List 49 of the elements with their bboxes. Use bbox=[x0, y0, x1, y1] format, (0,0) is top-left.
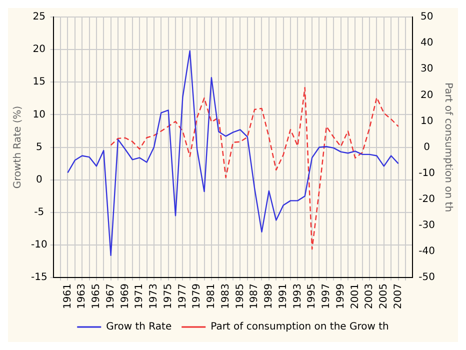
y-axis-title: Growth Rate (%) bbox=[12, 106, 24, 189]
x-tick-label: 1985 bbox=[234, 284, 246, 310]
x-tick-label: 1995 bbox=[306, 284, 318, 310]
y2-tick-label: 10 bbox=[420, 116, 434, 127]
y2-tick-label: -50 bbox=[418, 272, 436, 284]
y-tick-label: -5 bbox=[34, 207, 44, 218]
x-tick-label: 1969 bbox=[120, 284, 131, 310]
y-tick-label: 25 bbox=[32, 12, 46, 23]
x-tick-label: 2003 bbox=[364, 284, 376, 310]
x-tick-label: 2005 bbox=[378, 284, 390, 310]
legend-label: Part of consumption on the Grow th bbox=[210, 322, 389, 333]
y-tick-label: 5 bbox=[36, 142, 42, 153]
y-tick-label: -15 bbox=[30, 272, 48, 284]
x-tick-label: 1999 bbox=[335, 284, 346, 310]
x-tick-label: 1961 bbox=[62, 284, 74, 310]
y-tick-label: 10 bbox=[32, 109, 46, 120]
x-tick-label: 1967 bbox=[105, 284, 116, 310]
x-tick-label: 1993 bbox=[292, 284, 304, 310]
x-tick-label: 1979 bbox=[192, 284, 203, 310]
y-tick-label: 15 bbox=[32, 76, 46, 88]
x-tick-label: 1971 bbox=[134, 284, 146, 310]
y2-tick-label: 50 bbox=[420, 12, 434, 23]
y2-tick-label: 40 bbox=[420, 38, 434, 49]
y-tick-label: -10 bbox=[30, 240, 48, 251]
line-series bbox=[110, 87, 399, 250]
x-tick-label: 2001 bbox=[350, 284, 361, 310]
y-tick-label: 0 bbox=[36, 174, 42, 186]
x-tick-label: 1963 bbox=[76, 284, 88, 310]
legend-label: Grow th Rate bbox=[106, 322, 172, 333]
x-tick-label: 1977 bbox=[177, 284, 188, 310]
x-tick-label: 2007 bbox=[392, 284, 404, 310]
y2-tick-label: -40 bbox=[418, 246, 436, 258]
x-tick-label: 1991 bbox=[278, 284, 289, 310]
x-tick-label: 1981 bbox=[206, 284, 218, 310]
y2-axis-title: Part of consumption on th bbox=[442, 82, 454, 212]
y2-tick-label: 30 bbox=[420, 64, 434, 75]
x-tick-label: 1975 bbox=[162, 284, 174, 310]
x-tick-label: 1987 bbox=[249, 284, 260, 310]
x-tick-label: 1997 bbox=[321, 284, 332, 310]
y2-tick-label: -20 bbox=[418, 194, 436, 205]
y2-tick-label: -10 bbox=[418, 168, 436, 179]
y2-tick-label: -30 bbox=[418, 220, 436, 232]
y2-tick-label: 0 bbox=[424, 142, 430, 153]
x-tick-label: 1973 bbox=[148, 284, 160, 310]
x-tick-label: 1989 bbox=[264, 284, 275, 310]
x-tick-label: 1965 bbox=[91, 284, 102, 310]
y2-tick-label: 20 bbox=[420, 90, 434, 101]
x-tick-label: 1983 bbox=[220, 284, 232, 310]
y-tick-label: 20 bbox=[32, 44, 46, 56]
